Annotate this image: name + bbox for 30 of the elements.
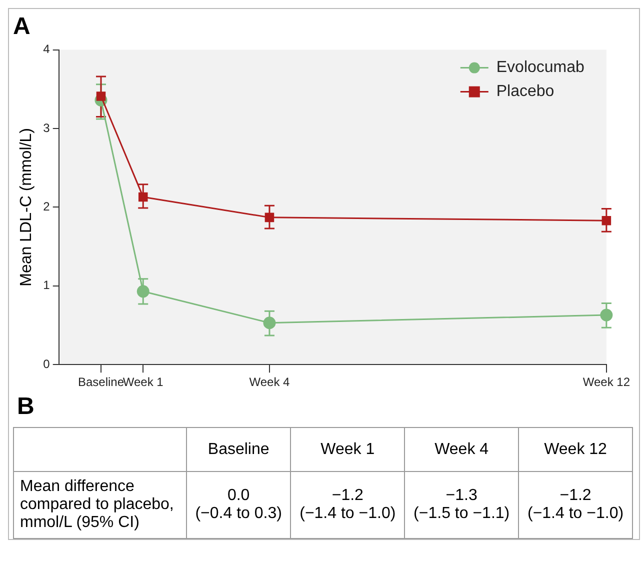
text: Week 12 [518,428,632,472]
point [96,92,106,101]
x-tick-label: Week 1 [122,375,164,390]
point [138,192,148,202]
y-tick-label: 4 [43,42,50,56]
legend-label: Placebo [496,83,554,100]
y-axis-title: Mean LDL-C (mmol/L) [18,128,36,286]
x-tick-label: Week 4 [249,375,290,390]
text: Mean difference compared to placebo, mmol/L (95% CI) [14,472,186,538]
point [600,308,613,322]
y-tick-label: 3 [43,120,50,135]
text: 0.0 (−0.4 to 0.3) [194,487,283,523]
text: Week 1 [290,428,405,472]
x-tick-label: Baseline [78,375,124,390]
point [602,216,612,226]
y-tick-label: 1 [43,278,50,292]
text: Week 4 [404,428,519,472]
chart-title: A [13,13,30,40]
text: B [17,393,36,421]
text: Baseline [186,428,291,472]
point [136,285,150,298]
x-tick-label: Week 12 [582,375,630,390]
point [263,316,276,330]
text: −1.2 (−1.4 to −1.0) [298,487,397,523]
y-tick-label: 0 [43,356,50,371]
point [264,212,274,222]
y-tick-label: 2 [43,200,50,214]
text: −1.3 (−1.5 to −1.1) [412,487,511,523]
text: −1.2 (−1.4 to −1.0) [526,487,625,523]
legend-label: Evolocumab [496,59,585,76]
